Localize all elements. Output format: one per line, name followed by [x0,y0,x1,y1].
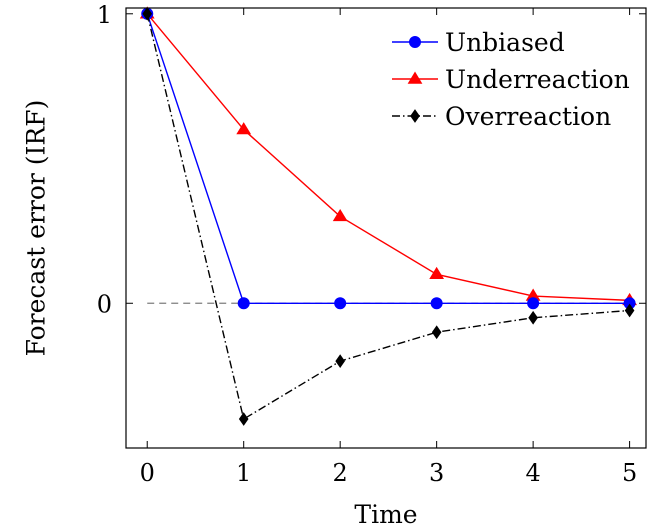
series-unbiased [141,7,636,310]
y-tick-label: 0 [97,290,112,318]
data-point [334,297,347,310]
data-point [527,297,540,310]
legend-item-underreaction: Underreaction [392,65,630,94]
data-point [237,297,250,310]
data-point [236,122,252,135]
series-layer [139,6,637,426]
x-tick-label: 4 [525,459,540,487]
series-line [146,13,630,302]
legend-item-unbiased: Unbiased [392,28,565,57]
data-point [528,310,538,325]
data-point [429,266,445,280]
data-point [431,325,442,340]
plot-frame [125,7,647,449]
legend-marker [407,71,423,84]
x-tick-label: 3 [429,459,444,487]
x-axis-label: Time [354,500,417,529]
y-axis-label: Forecast error (IRF) [22,100,51,357]
x-tick-label: 2 [333,459,348,487]
x-tick-label: 5 [622,459,637,487]
legend-label: Underreaction [445,65,630,94]
legend: Unbiased Underreaction Overreaction [392,28,630,131]
legend-item-overreaction: Overreaction [392,102,611,131]
x-tick-label: 1 [236,459,251,487]
y-tick-label: 1 [97,1,112,29]
data-point [624,303,635,318]
data-point [332,208,348,222]
legend-marker [410,109,420,123]
tick-layer: 0 1 2 3 4 5 0 1 [97,1,646,487]
series-line [146,13,630,304]
data-point [335,354,345,369]
data-point [238,412,249,426]
data-point [430,297,443,310]
legend-marker [409,36,421,48]
x-tick-label: 0 [140,459,155,487]
legend-label: Unbiased [445,28,565,57]
series-line [146,13,630,421]
legend-label: Overreaction [445,102,611,131]
